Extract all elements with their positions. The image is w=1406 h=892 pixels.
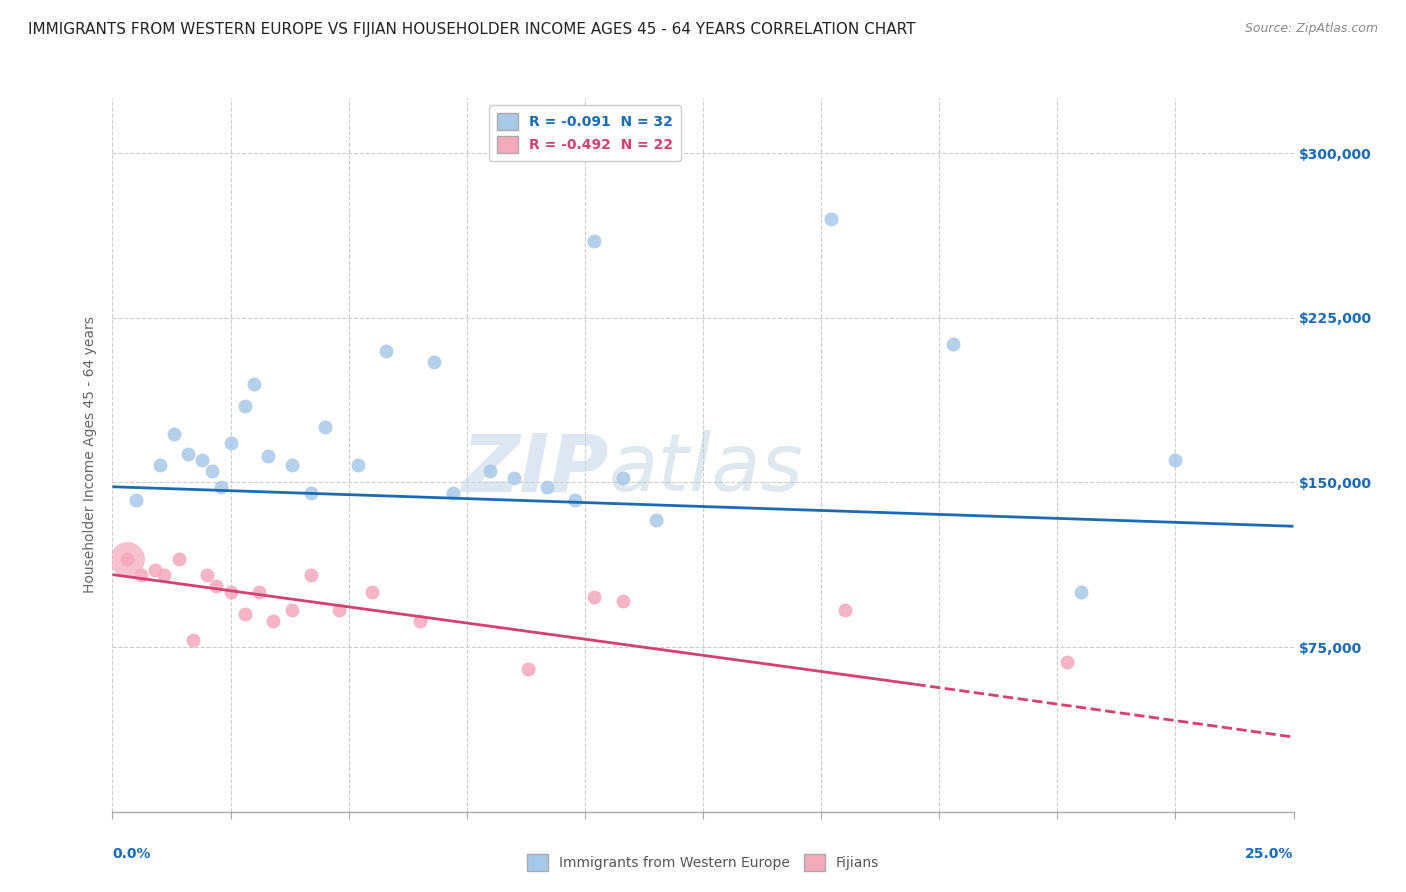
Point (257, 449, 280, 463)
Point (281, 603, 304, 617)
Point (115, 552, 138, 566)
Point (143, 563, 166, 577)
Point (129, 567, 152, 582)
Point (177, 447, 200, 461)
Point (820, 211, 842, 226)
Point (149, 458, 172, 472)
Point (375, 343, 398, 358)
Point (243, 376, 266, 391)
Point (1070, 585, 1092, 599)
Point (209, 480, 232, 494)
Point (281, 458, 304, 472)
Point (644, 513, 666, 527)
Point (347, 458, 370, 472)
Point (262, 614, 284, 628)
Point (247, 585, 270, 599)
Point (612, 594, 634, 608)
Point (1056, 656, 1078, 670)
Point (219, 585, 242, 599)
Point (583, 234, 606, 248)
Legend: R = -0.091  N = 32, R = -0.492  N = 22: R = -0.091 N = 32, R = -0.492 N = 22 (488, 105, 682, 161)
Point (233, 399, 256, 413)
Text: 25.0%: 25.0% (1246, 847, 1294, 862)
Text: Source: ZipAtlas.com: Source: ZipAtlas.com (1244, 22, 1378, 36)
Point (219, 435, 242, 450)
Point (422, 354, 444, 368)
Text: IMMIGRANTS FROM WESTERN EUROPE VS FIJIAN HOUSEHOLDER INCOME AGES 45 - 64 YEARS C: IMMIGRANTS FROM WESTERN EUROPE VS FIJIAN… (28, 22, 915, 37)
Point (167, 552, 190, 566)
Point (181, 633, 204, 648)
Point (153, 567, 176, 582)
Point (612, 471, 634, 485)
Point (191, 453, 214, 467)
Text: ZIP: ZIP (461, 430, 609, 508)
Legend: Immigrants from Western Europe, Fijians: Immigrants from Western Europe, Fijians (522, 848, 884, 876)
Point (583, 590, 606, 604)
Point (125, 492, 148, 507)
Point (205, 578, 228, 592)
Y-axis label: Householder Income Ages 45 - 64 years: Householder Income Ages 45 - 64 years (83, 317, 97, 593)
Text: 0.0%: 0.0% (112, 847, 150, 862)
Point (195, 567, 218, 582)
Point (328, 603, 350, 617)
Point (517, 662, 540, 676)
Point (441, 486, 464, 500)
Point (299, 567, 322, 582)
Point (834, 603, 856, 617)
Point (408, 614, 430, 628)
Point (536, 480, 558, 494)
Point (299, 486, 322, 500)
Point (233, 607, 256, 621)
Point (115, 552, 138, 566)
Point (361, 585, 384, 599)
Point (1164, 453, 1187, 467)
Point (564, 492, 586, 507)
Point (942, 337, 965, 351)
Text: atlas: atlas (609, 430, 803, 508)
Point (503, 471, 526, 485)
Point (163, 427, 186, 442)
Point (201, 464, 224, 478)
Point (314, 420, 336, 434)
Point (479, 464, 502, 478)
